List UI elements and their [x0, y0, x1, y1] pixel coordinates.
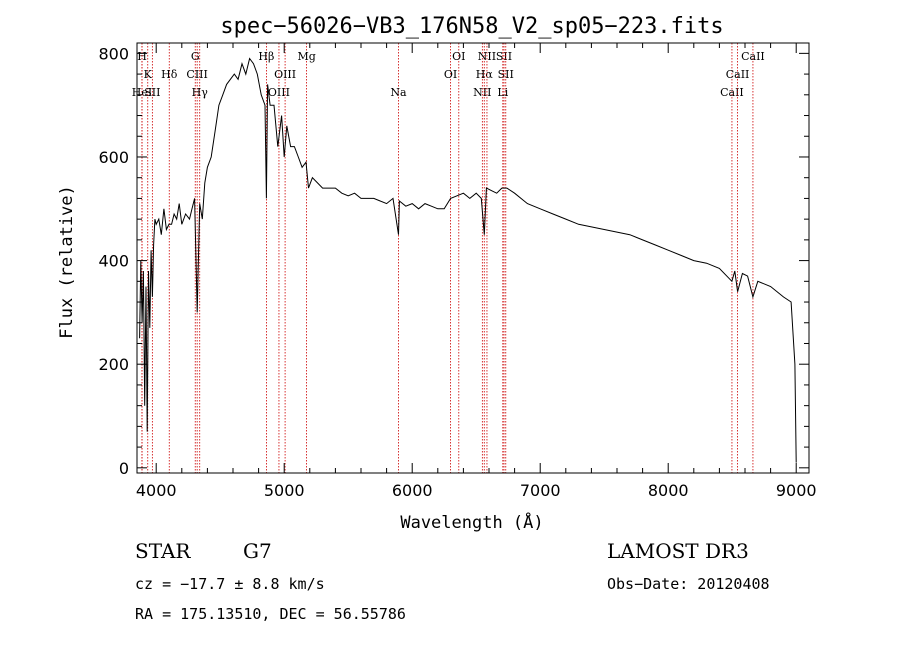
spectral-line-label: Li [497, 86, 508, 99]
y-axis-label: Flux (relative) [57, 185, 77, 339]
y-tick-label: 600 [98, 148, 129, 167]
plot-frame [136, 42, 810, 474]
x-tick-label: 4000 [136, 481, 177, 500]
observation-date: Obs−Date: 20120408 [607, 575, 770, 593]
y-tick-label: 200 [98, 355, 129, 374]
spectral-line-label: Hδ [161, 68, 178, 81]
spectral-line-label: Hβ [258, 50, 274, 63]
spectral-line-label: NII [478, 50, 496, 63]
spectral-line-label: SII [144, 86, 160, 99]
spectral-line-label: OI [452, 50, 465, 63]
spectral-line-label: Na [390, 86, 407, 99]
spectral-line-label: Hα [476, 68, 494, 81]
spectral-line-label: NII [473, 86, 491, 99]
spectral-line-label: CaII [720, 86, 744, 99]
spectral-line-label: OI [444, 68, 457, 81]
survey-name: LAMOST DR3 [607, 539, 749, 563]
spectral-line-label: CaII [741, 50, 765, 63]
y-tick-label: 400 [98, 252, 129, 271]
spectral-line-label: SII [498, 68, 514, 81]
spectral-line-label: SII [496, 50, 512, 63]
y-tick-label: 800 [98, 44, 129, 63]
x-tick-label: 5000 [264, 481, 305, 500]
redshift-cz: cz = −17.7 ± 8.8 km/s [135, 575, 325, 593]
spectral-line-label: Hγ [192, 86, 209, 99]
spectral-line-markers: HKHeISIIHδGCIIIHγHβOIIIOIIIMgNaOIOINIIHα… [132, 43, 765, 473]
spectral-line-label: G [191, 50, 200, 63]
object-subclass: G7 [243, 539, 272, 563]
spectral-line-label: CIII [186, 68, 207, 81]
x-axis-label: Wavelength (Å) [400, 511, 543, 533]
x-tick-label: 6000 [392, 481, 433, 500]
spectral-line-label: Mg [297, 50, 315, 63]
object-class: STAR [135, 539, 191, 563]
x-tick-label: 8000 [648, 481, 689, 500]
axis-ticks: 4000 5000 6000 7000 8000 9000 0 200 400 600 800 [98, 43, 817, 500]
coordinates: RA = 175.13510, DEC = 56.55786 [135, 605, 406, 623]
spectral-line-label: K [144, 68, 153, 81]
spectral-line-label: OIII [274, 68, 296, 81]
y-tick-label: 0 [119, 459, 129, 478]
spectral-line-label: CaII [726, 68, 750, 81]
x-tick-label: 7000 [520, 481, 561, 500]
spectral-line-label: OIII [268, 86, 290, 99]
chart-title: spec−56026−VB3_176N58_V2_sp05−223.fits [220, 14, 723, 39]
spectrum-series-line [139, 57, 797, 463]
x-tick-label: 9000 [776, 481, 817, 500]
